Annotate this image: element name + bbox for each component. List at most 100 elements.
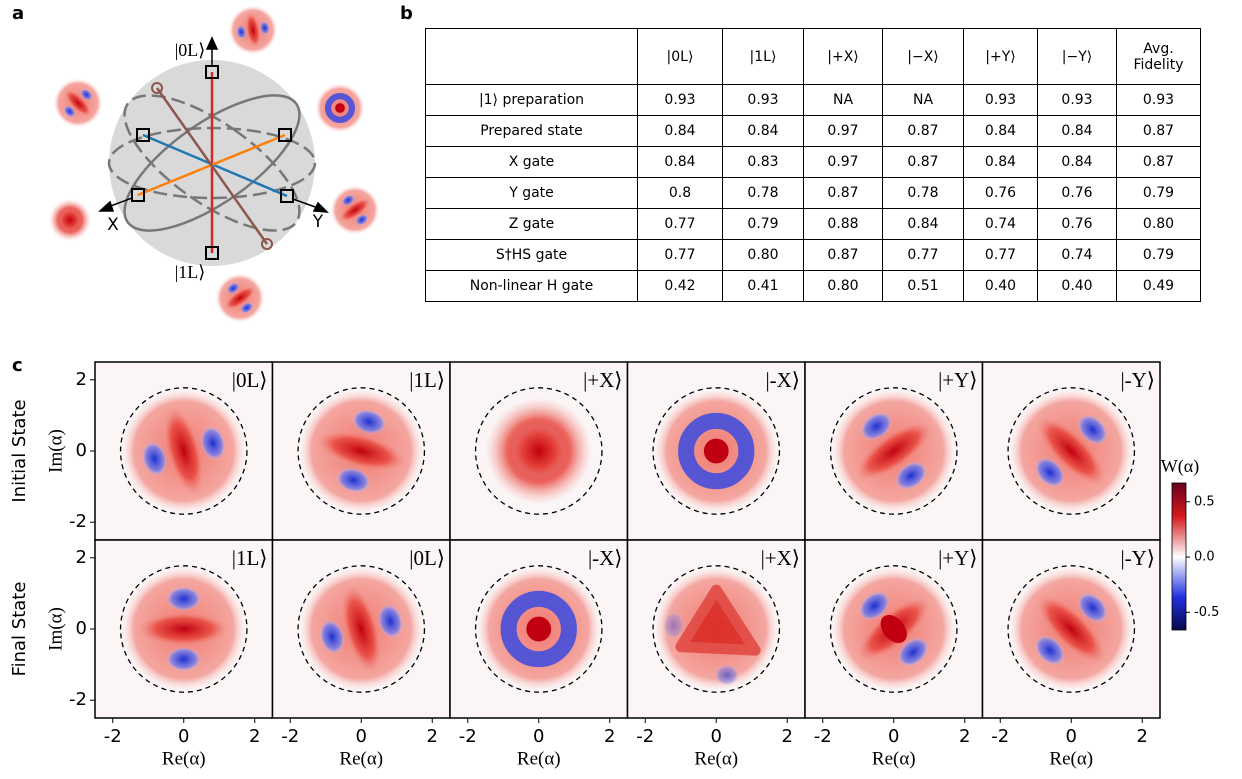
table-cell: 0.87 xyxy=(883,147,964,178)
table-cell: 0.78 xyxy=(723,178,804,209)
table-cell: |+Y⟩ xyxy=(964,29,1038,85)
bloch-sphere: |0L⟩ |1L⟩ X Y xyxy=(100,38,327,282)
wigner-pattern xyxy=(49,199,91,241)
arrowhead xyxy=(314,203,327,212)
colorbar-tick-label: -0.5 xyxy=(1194,605,1219,620)
table-cell: Z gate xyxy=(426,209,638,240)
x-axis-label: Re(α) xyxy=(162,748,206,769)
y-tick-label: 2 xyxy=(76,369,87,390)
x-tick-label: 2 xyxy=(604,726,615,747)
table-cell: 0.80 xyxy=(1117,209,1201,240)
panel-label: c xyxy=(12,355,23,376)
wigner-pattern xyxy=(229,6,278,55)
blob xyxy=(59,209,81,231)
table-cell: 0.84 xyxy=(1038,116,1117,147)
colorbar-tick-label: 0.5 xyxy=(1194,494,1215,509)
x-tick-label: 0 xyxy=(1066,726,1077,747)
wigner-pattern xyxy=(486,398,593,505)
center xyxy=(704,439,729,464)
table-cell: 0.51 xyxy=(883,271,964,302)
table-cell: 0.78 xyxy=(883,178,964,209)
x-tick-label: 0 xyxy=(178,726,189,747)
table-cell xyxy=(426,29,638,85)
state-label: |0L⟩ xyxy=(175,40,206,60)
table-cell: 0.40 xyxy=(1038,271,1117,302)
table-cell: |1L⟩ xyxy=(723,29,804,85)
axis-label: Y xyxy=(312,212,324,232)
wigner-pattern xyxy=(316,84,365,133)
state-label: |-X⟩ xyxy=(765,368,800,392)
fidelity-table: |0L⟩|1L⟩|+X⟩|−X⟩|+Y⟩|−Y⟩Avg. Fidelity|1⟩… xyxy=(425,28,1201,302)
table-cell: 0.79 xyxy=(1117,178,1201,209)
x-tick-label: 0 xyxy=(356,726,367,747)
table-cell: NA xyxy=(804,85,883,116)
table-cell: 0.97 xyxy=(804,116,883,147)
table-cell: 0.79 xyxy=(723,209,804,240)
panel-label: b xyxy=(400,3,413,24)
page: a b c |0L⟩ |1L⟩ X Y xyxy=(0,0,1242,779)
x-tick-label: 0 xyxy=(888,726,899,747)
table-cell: 0.80 xyxy=(804,271,883,302)
x-axis-label: Re(α) xyxy=(1049,748,1093,769)
table-cell: 0.87 xyxy=(883,116,964,147)
state-label: |1L⟩ xyxy=(175,262,206,282)
y-axis-label: Im(α) xyxy=(45,429,66,473)
x-tick-label: -2 xyxy=(991,726,1009,747)
table-cell: 0.74 xyxy=(1038,240,1117,271)
y-axis-label: Im(α) xyxy=(45,607,66,651)
bar xyxy=(136,611,232,647)
table-cell: 0.84 xyxy=(638,116,723,147)
x-axis-label: Re(α) xyxy=(694,748,738,769)
table-cell: 0.41 xyxy=(723,271,804,302)
table-cell: 0.84 xyxy=(964,147,1038,178)
x-tick-label: -2 xyxy=(814,726,832,747)
row-label: Initial State xyxy=(9,399,30,502)
table-cell: 0.93 xyxy=(964,85,1038,116)
table-cell: 0.84 xyxy=(883,209,964,240)
row-label: Final State xyxy=(9,582,30,677)
wigner-pattern xyxy=(122,567,246,691)
state-label: |-Y⟩ xyxy=(1120,546,1155,570)
table-cell: 0.97 xyxy=(804,147,883,178)
center xyxy=(335,103,345,113)
table-cell: 0.93 xyxy=(723,85,804,116)
table-cell: 0.76 xyxy=(1038,178,1117,209)
colorbar-title: W(α) xyxy=(1161,456,1199,477)
table-cell: |0L⟩ xyxy=(638,29,723,85)
x-tick-label: 2 xyxy=(782,726,793,747)
x-tick-label: -2 xyxy=(281,726,299,747)
x-axis-label: Re(α) xyxy=(339,748,383,769)
state-label: |+X⟩ xyxy=(761,546,800,570)
arrowhead xyxy=(100,202,113,211)
blob xyxy=(663,611,684,639)
x-tick-label: 0 xyxy=(533,726,544,747)
y-tick-label: 2 xyxy=(76,547,87,568)
wigner-pattern xyxy=(299,389,423,513)
wigner-pattern xyxy=(122,389,246,513)
table-row: |1⟩ preparation0.930.93NANA0.930.930.93 xyxy=(426,85,1201,116)
table-cell: 0.80 xyxy=(723,240,804,271)
table-cell: Y gate xyxy=(426,178,638,209)
wigner-pattern xyxy=(654,389,778,513)
table-cell: 0.77 xyxy=(883,240,964,271)
table-cell: 0.84 xyxy=(1038,147,1117,178)
table-cell: 0.93 xyxy=(1117,85,1201,116)
table-cell: |−X⟩ xyxy=(883,29,964,85)
table-cell: X gate xyxy=(426,147,638,178)
table-cell: 0.87 xyxy=(804,240,883,271)
colorbar xyxy=(1172,483,1186,630)
table-cell: 0.84 xyxy=(964,116,1038,147)
table-cell: Avg. Fidelity xyxy=(1117,29,1201,85)
table-cell: 0.83 xyxy=(723,147,804,178)
table-cell: 0.84 xyxy=(723,116,804,147)
state-label: |+X⟩ xyxy=(583,368,622,392)
x-tick-label: -2 xyxy=(636,726,654,747)
header-row: |0L⟩|1L⟩|+X⟩|−X⟩|+Y⟩|−Y⟩Avg. Fidelity xyxy=(426,29,1201,85)
colorbar-tick-label: 0.0 xyxy=(1194,550,1215,565)
table-cell: 0.42 xyxy=(638,271,723,302)
x-tick-label: 2 xyxy=(959,726,970,747)
